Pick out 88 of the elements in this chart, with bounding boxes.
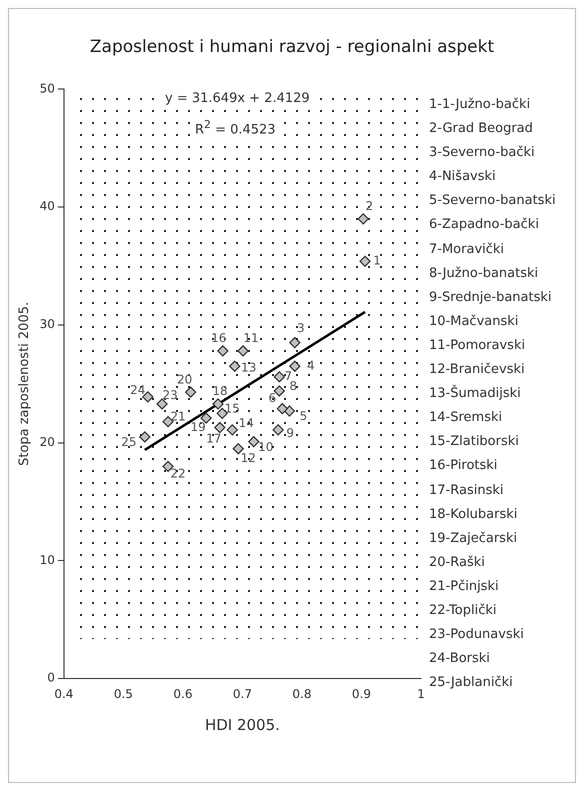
annotation: 18	[212, 384, 228, 398]
text: 16-Pirotski	[429, 457, 498, 476]
point	[217, 345, 228, 356]
point	[274, 371, 285, 382]
annotation: 4	[306, 358, 315, 372]
annotation: 13	[241, 360, 256, 374]
x-axis-title: HDI 2005.	[204, 716, 280, 734]
chart-title: Zaposlenost i humani razvoj - regionalni aspekt	[88, 37, 496, 57]
text: 5-Severno-banatski	[429, 192, 556, 210]
point	[359, 256, 371, 267]
x-tick-label: 0.5	[114, 686, 133, 701]
text: 14-Sremski	[429, 409, 504, 428]
y-tick-label: 40	[40, 199, 55, 214]
y-tick-label: 10	[40, 552, 55, 567]
point	[200, 412, 212, 424]
text: 23-Podunavski	[429, 626, 525, 644]
text: 19-Zaječarski	[429, 530, 518, 548]
text: 12-Braničevski	[429, 361, 526, 380]
text: 6-Zapadno-bački	[429, 216, 540, 234]
x-tick-label: 0.4	[54, 686, 74, 701]
annotation: 1	[373, 253, 381, 268]
point	[156, 398, 168, 410]
annotation: 5	[300, 409, 308, 424]
annotation: 20	[177, 372, 192, 386]
text: 2-Grad Beograd	[429, 120, 534, 138]
annotation: 23	[162, 388, 178, 402]
annotation: 24	[130, 382, 146, 397]
text: 17-Rasinski	[429, 482, 504, 500]
point	[248, 436, 260, 448]
text: 9-Srednje-banatski	[429, 288, 552, 307]
annotation: 11	[243, 331, 259, 346]
annotation: R$^{2}$ = 0.4523	[193, 118, 278, 138]
text: 4-Nišavski	[429, 168, 497, 186]
text: 1-1-Južno-bački	[429, 96, 532, 114]
annotation: 6	[268, 390, 276, 405]
annotation: 19	[190, 420, 206, 434]
annotation: 12	[240, 450, 256, 465]
x-tick-label: 0.6	[173, 686, 192, 701]
annotation: 14	[238, 416, 254, 430]
y-tick-label: 20	[40, 434, 55, 449]
text: 18-Kolubarski	[429, 506, 518, 524]
text: 20-Raški	[429, 554, 486, 572]
point	[272, 424, 284, 436]
annotation: 15	[224, 401, 240, 416]
text: 24-Borski	[429, 650, 491, 668]
annotation: 10	[258, 440, 274, 454]
text: 15-Zlatiborski	[429, 433, 520, 452]
y-tick-label: 50	[40, 81, 55, 96]
text: 8-Južno-banatski	[429, 264, 540, 283]
y-tick-label: 0	[47, 670, 55, 685]
point	[237, 345, 249, 356]
text: 13-Šumadijski	[429, 384, 522, 404]
x-tick-label: 0.7	[232, 686, 252, 701]
point	[358, 213, 369, 224]
point	[289, 360, 300, 372]
x-tick-label: 0.8	[292, 686, 312, 701]
annotation: 25	[121, 435, 136, 450]
point	[276, 403, 288, 414]
annotation: 8	[290, 379, 298, 394]
text: 21-Pčinjski	[429, 578, 500, 596]
annotation: 17	[206, 432, 222, 446]
point	[139, 431, 150, 443]
point	[274, 385, 285, 397]
point	[229, 360, 240, 372]
annotation: y = 31.649x + 2.4129	[163, 91, 312, 106]
point	[185, 386, 196, 398]
point	[232, 443, 244, 454]
y-tick-label: 30	[40, 317, 55, 332]
text: 10-Mačvanski	[429, 312, 520, 331]
annotation: 3	[296, 320, 305, 335]
x-tick-label: 1	[417, 686, 425, 701]
point	[289, 337, 300, 348]
annotation: 21	[170, 410, 186, 424]
annotation: 22	[170, 466, 186, 481]
point	[212, 398, 224, 410]
y-axis-title: Stopa zaposlenosti 2005.	[17, 302, 32, 466]
text: 22-Toplički	[429, 602, 498, 620]
x-tick-label: 0.9	[352, 686, 372, 701]
annotation: 9	[286, 426, 294, 440]
annotation: 16	[211, 331, 226, 346]
point	[226, 424, 238, 436]
annotation: 2	[365, 198, 374, 213]
point	[214, 422, 226, 434]
text: 7-Moravički	[429, 240, 506, 259]
text: 25-Jablanički	[429, 674, 514, 692]
text: 3-Severno-bački	[429, 144, 536, 162]
text: 11-Pomoravski	[429, 336, 526, 355]
annotation: 7	[284, 368, 292, 383]
